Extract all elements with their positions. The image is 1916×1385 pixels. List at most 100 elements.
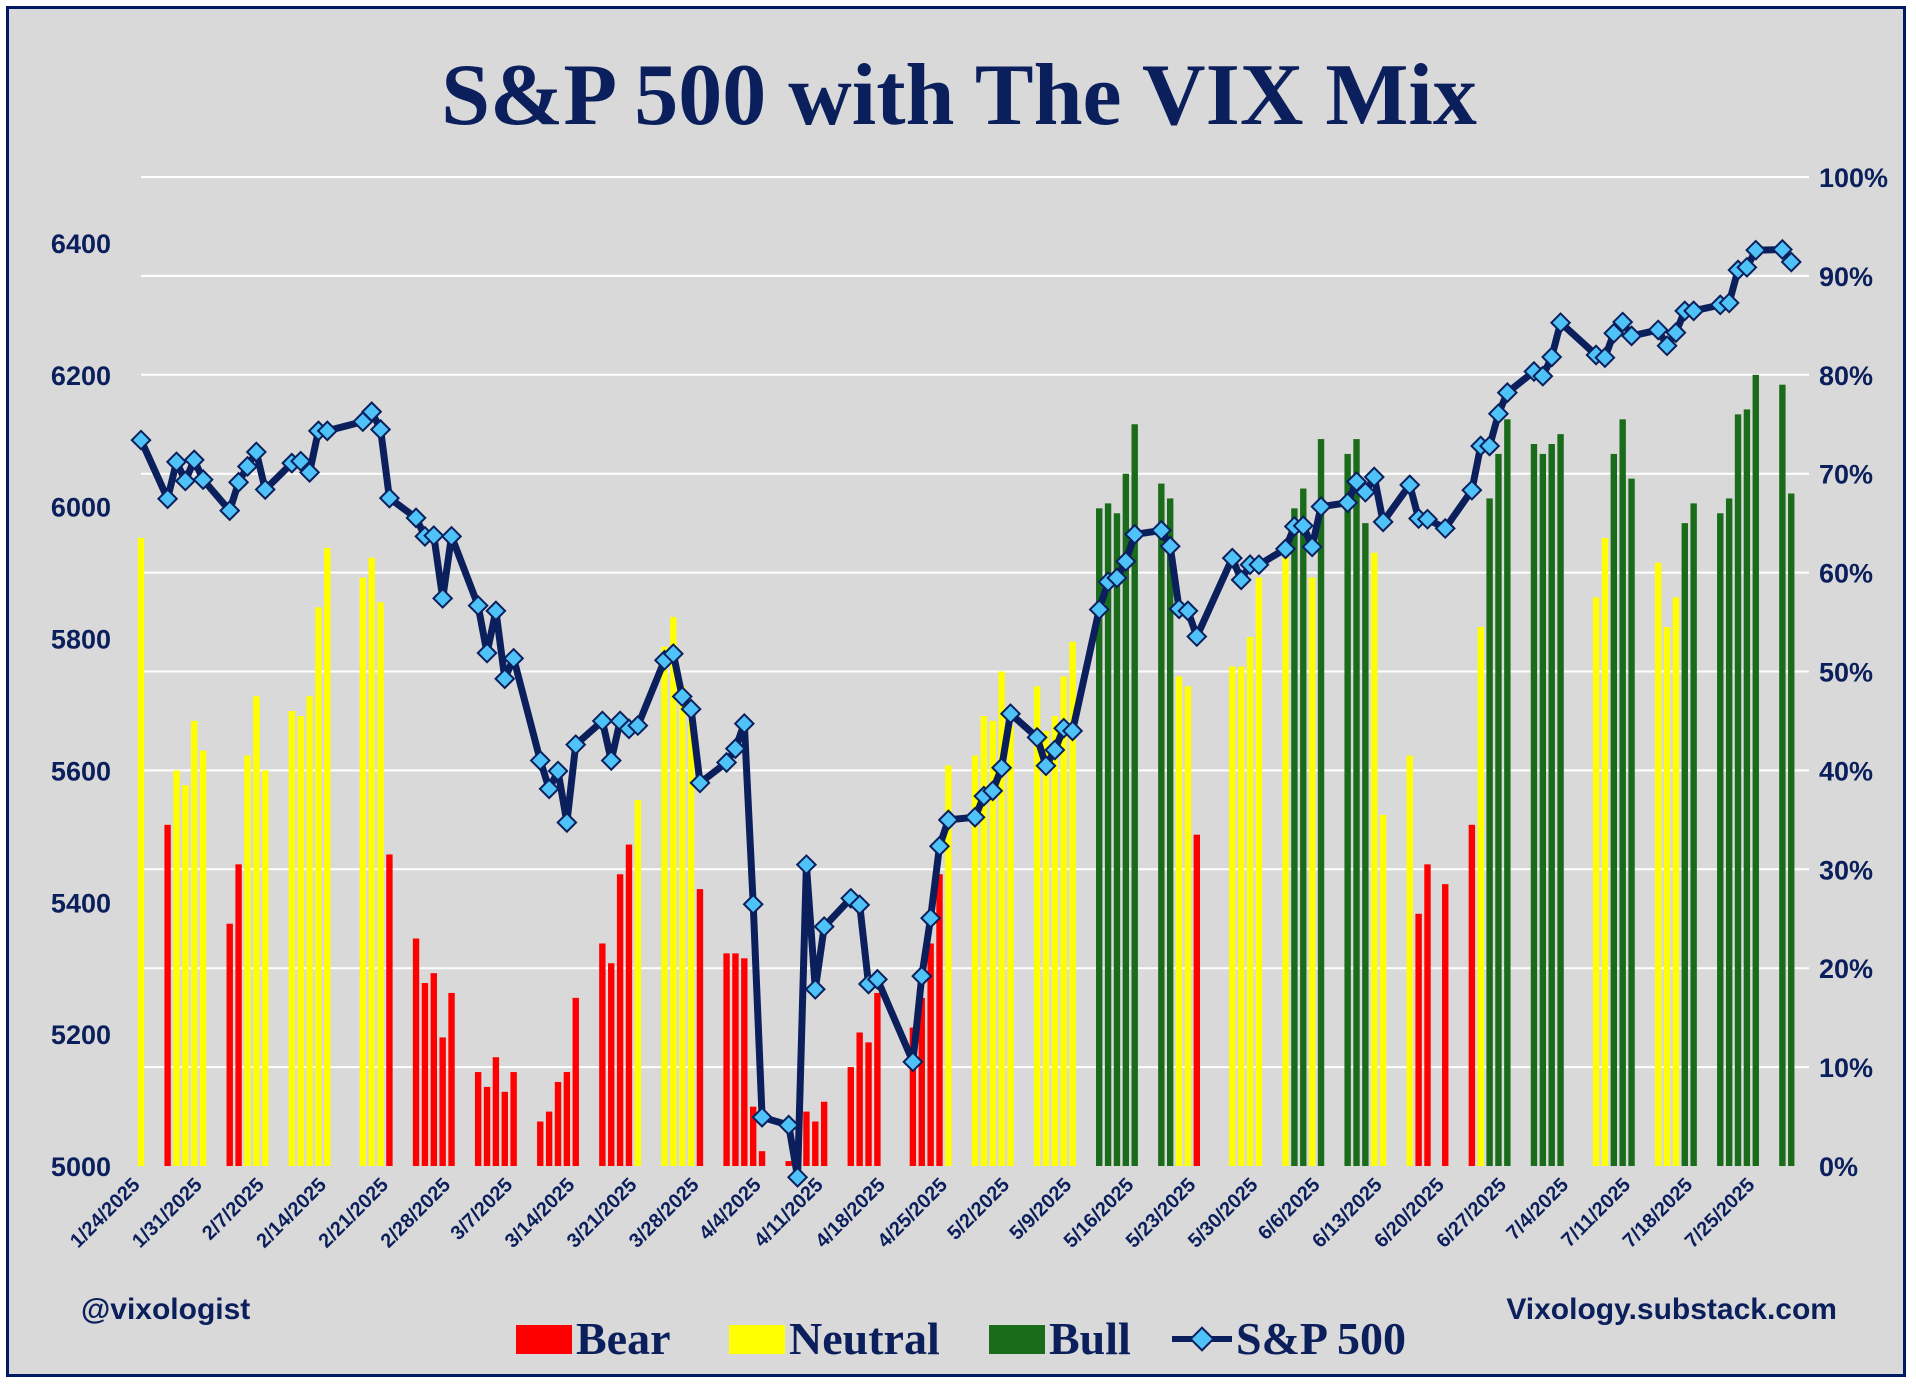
vix-mix-bar bbox=[1184, 686, 1192, 1166]
sp500-marker bbox=[1745, 239, 1767, 261]
sp500-marker bbox=[1656, 335, 1678, 357]
legend-label-bear: Bear bbox=[576, 1313, 671, 1364]
sp500-marker bbox=[245, 441, 267, 463]
vix-mix-bar bbox=[191, 720, 198, 1166]
vix-mix-bar bbox=[1779, 384, 1786, 1166]
vix-mix-bar bbox=[1166, 498, 1174, 1166]
sp500-marker bbox=[503, 647, 525, 669]
sp500-marker bbox=[1124, 523, 1146, 545]
vix-mix-bar bbox=[288, 711, 296, 1166]
right-axis-tick-label: 80% bbox=[1819, 361, 1873, 391]
sp500-marker bbox=[440, 525, 463, 547]
sp500-marker bbox=[236, 455, 259, 478]
sp500-marker bbox=[467, 594, 489, 617]
sp500-marker bbox=[1434, 517, 1456, 540]
sp500-marker bbox=[157, 488, 179, 510]
vix-mix-bar bbox=[1158, 483, 1165, 1167]
sp500-marker bbox=[1150, 519, 1172, 542]
vix-mix-bar bbox=[1468, 824, 1476, 1166]
sp500-marker bbox=[1310, 496, 1332, 518]
sp500-marker bbox=[405, 507, 427, 529]
vix-mix-bar bbox=[1344, 453, 1351, 1166]
vix-mix-bar bbox=[1592, 597, 1600, 1166]
vix-mix-bar bbox=[554, 1081, 562, 1166]
sp500-marker bbox=[1159, 535, 1181, 557]
sp500-marker bbox=[1026, 726, 1048, 749]
vix-mix-bar bbox=[1717, 513, 1724, 1166]
vix-mix-bar bbox=[474, 1072, 482, 1166]
left-axis-tick-label: 6400 bbox=[51, 229, 111, 259]
sp500-marker bbox=[662, 643, 684, 665]
sp500-marker bbox=[778, 1114, 800, 1136]
vix-mix-bar bbox=[758, 1151, 766, 1166]
vix-mix-bar bbox=[1495, 453, 1502, 1166]
sp500-marker bbox=[591, 710, 613, 732]
sp500-marker bbox=[529, 749, 551, 772]
sp500-marker bbox=[361, 401, 383, 423]
sp500-marker bbox=[1044, 739, 1066, 761]
vix-mix-bar bbox=[1619, 419, 1626, 1166]
vix-mix-bar bbox=[936, 874, 943, 1166]
sp500-marker bbox=[689, 772, 711, 794]
sp500-marker bbox=[680, 698, 702, 720]
vix-mix-bar bbox=[1504, 419, 1511, 1166]
legend-label-sp500: S&P 500 bbox=[1236, 1313, 1406, 1364]
right-axis-tick-label: 90% bbox=[1819, 262, 1873, 292]
vix-mix-bar bbox=[1353, 439, 1360, 1167]
vix-mix-bar bbox=[182, 785, 189, 1166]
sp500-marker bbox=[1487, 403, 1510, 425]
vix-mix-bar bbox=[1663, 626, 1671, 1166]
sp500-marker bbox=[1549, 312, 1572, 334]
sp500-marker bbox=[432, 587, 454, 609]
vix-mix-bar bbox=[909, 1027, 917, 1166]
vix-mix-bar bbox=[1415, 913, 1422, 1166]
legend-swatch-bear bbox=[516, 1325, 572, 1354]
sp500-marker bbox=[1683, 300, 1705, 322]
vix-mix-bar bbox=[980, 716, 988, 1166]
vix-mix-bar bbox=[1548, 444, 1555, 1166]
sp500-marker bbox=[1532, 365, 1554, 387]
sp500-marker bbox=[1337, 492, 1359, 514]
vix-mix-bar bbox=[749, 1106, 757, 1166]
vix-mix-bar bbox=[856, 1032, 863, 1166]
vix-mix-bar bbox=[1246, 636, 1254, 1166]
sp500-marker bbox=[1399, 474, 1421, 496]
vix-mix-bar bbox=[1743, 409, 1751, 1166]
vix-mix-bar bbox=[741, 958, 748, 1166]
vix-mix-bar bbox=[1788, 493, 1795, 1167]
vix-mix-bar bbox=[1672, 597, 1680, 1166]
left-axis-ticks: 5000 5200 5400 5600 5800 6000 6200 6400 bbox=[51, 229, 111, 1182]
credit-left: @vixologist bbox=[81, 1293, 250, 1326]
credit-right: Vixology.substack.com bbox=[1506, 1293, 1837, 1326]
vix-mix-bar bbox=[1096, 508, 1103, 1166]
vix-mix-bar bbox=[235, 864, 242, 1166]
right-axis-tick-label: 10% bbox=[1819, 1053, 1873, 1083]
sp500-marker bbox=[1106, 567, 1128, 589]
vix-mix-bar bbox=[1051, 716, 1059, 1166]
vix-mix-bar bbox=[1442, 884, 1449, 1166]
legend-swatch-neutral bbox=[729, 1325, 785, 1354]
vix-mix-bar bbox=[1104, 503, 1112, 1166]
left-axis-tick-label: 5000 bbox=[51, 1152, 111, 1182]
sp500-marker bbox=[795, 854, 818, 876]
vix-mix-bar bbox=[173, 770, 180, 1166]
vix-mix-bar bbox=[430, 973, 437, 1166]
vix-mix-bar bbox=[1610, 453, 1618, 1166]
vix-mix-bar bbox=[244, 755, 251, 1166]
vix-mix-bar bbox=[670, 617, 677, 1166]
sp500-marker bbox=[1248, 554, 1270, 576]
sp500-marker bbox=[547, 760, 569, 782]
sp500-marker bbox=[804, 978, 826, 1000]
x-axis-tick-label: 5/2/2025 bbox=[943, 1174, 1014, 1245]
vix-mix-bar bbox=[1628, 478, 1635, 1166]
vix-mix-bar bbox=[297, 716, 304, 1166]
right-axis-tick-label: 20% bbox=[1819, 954, 1873, 984]
vix-mix-bar bbox=[1539, 453, 1547, 1166]
sp500-marker bbox=[565, 734, 587, 756]
vix-mix-bar bbox=[1193, 834, 1201, 1166]
vix-mix-bar bbox=[1255, 577, 1263, 1166]
sp500-marker bbox=[378, 487, 401, 509]
vix-mix-bar bbox=[1175, 676, 1183, 1166]
sp500-marker bbox=[724, 738, 747, 760]
sp500-marker bbox=[813, 916, 835, 938]
